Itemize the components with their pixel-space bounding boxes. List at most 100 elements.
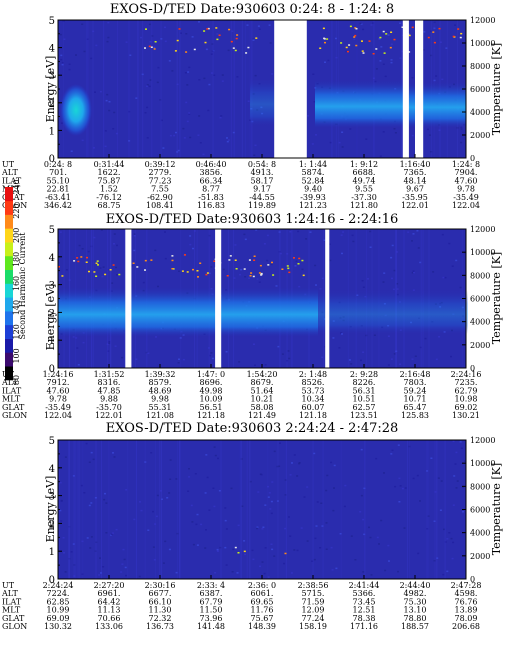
noise-speck: [200, 523, 203, 526]
noise-speck: [341, 131, 344, 133]
noise-speck: [208, 83, 211, 86]
noise-speck: [307, 115, 309, 117]
noise-speck: [258, 281, 261, 283]
sparkle-dot: [385, 33, 388, 35]
noise-streak: [62, 20, 64, 158]
noise-speck: [121, 563, 124, 565]
sparkle-dot: [383, 52, 386, 54]
noise-speck: [239, 273, 242, 276]
noise-speck: [460, 447, 463, 449]
noise-speck: [412, 270, 415, 272]
noise-speck: [144, 112, 147, 114]
panel-1-cold-plasma-blob: [60, 84, 92, 136]
noise-streak: [267, 440, 269, 579]
noise-speck: [160, 498, 163, 500]
noise-speck: [112, 128, 115, 130]
noise-speck: [452, 541, 455, 544]
noise-speck: [133, 249, 136, 252]
noise-speck: [185, 101, 188, 104]
noise-speck: [164, 257, 167, 260]
noise-speck: [399, 22, 402, 24]
noise-speck: [175, 131, 177, 134]
noise-streak: [159, 440, 161, 579]
colorbar-swatch: [5, 200, 13, 215]
noise-speck: [333, 487, 335, 489]
noise-speck: [196, 544, 199, 546]
noise-speck: [306, 540, 309, 542]
noise-streak: [128, 20, 130, 158]
noise-speck: [433, 520, 436, 522]
sparkle-dot: [432, 31, 435, 33]
noise-speck: [441, 233, 444, 236]
orbit-cell: 7912.: [47, 378, 70, 387]
sparkle-dot: [245, 52, 248, 54]
orbit-cell: 10.98: [455, 395, 478, 404]
orbit-cell: 4913.: [251, 168, 274, 177]
noise-speck: [237, 524, 240, 527]
noise-speck: [92, 458, 95, 461]
noise-speck: [70, 150, 73, 152]
panel-3-y2-axis-label: Temperature [K]: [490, 463, 503, 555]
orbit-cell: 77.23: [149, 176, 172, 185]
y-tick-label: 3: [49, 71, 55, 82]
noise-speck: [93, 147, 95, 149]
noise-speck: [309, 231, 312, 233]
noise-speck: [422, 49, 425, 51]
noise-speck: [296, 475, 299, 477]
colorbar-swatch: [5, 366, 13, 381]
noise-speck: [440, 480, 443, 482]
noise-speck: [391, 244, 394, 247]
noise-speck: [236, 76, 239, 78]
noise-speck: [454, 24, 457, 26]
orbit-cell: 130.21: [452, 411, 480, 420]
y-tick-label: 1: [49, 126, 55, 137]
sparkle-dot: [301, 259, 304, 262]
sparkle-dot: [249, 275, 252, 277]
noise-speck: [102, 266, 105, 268]
orbit-cell: 9.40: [304, 185, 322, 194]
noise-speck: [329, 141, 332, 144]
orbit-row-label: GLON: [2, 201, 27, 210]
noise-speck: [179, 337, 182, 339]
noise-speck: [271, 73, 274, 75]
orbit-cell: 123.51: [350, 411, 378, 420]
noise-speck: [221, 80, 224, 82]
sparkle-dot: [237, 552, 240, 554]
sparkle-dot: [349, 25, 352, 28]
noise-speck: [193, 230, 196, 232]
noise-speck: [278, 465, 281, 467]
noise-speck: [198, 115, 201, 117]
noise-speck: [81, 23, 84, 25]
noise-speck: [412, 477, 415, 480]
noise-speck: [266, 259, 269, 262]
noise-speck: [330, 546, 333, 549]
noise-streak: [87, 20, 89, 158]
noise-speck: [439, 509, 442, 511]
noise-speck: [263, 243, 266, 245]
noise-speck: [238, 361, 241, 363]
noise-speck: [416, 230, 419, 232]
colorbar-label: Second Harmonic Current: [18, 232, 27, 340]
noise-speck: [390, 43, 393, 45]
noise-speck: [300, 527, 303, 529]
noise-speck: [411, 358, 414, 360]
noise-speck: [254, 144, 257, 147]
noise-speck: [259, 565, 261, 568]
sparkle-dot: [148, 45, 151, 48]
noise-streak: [434, 440, 436, 579]
sparkle-dot: [171, 268, 174, 270]
noise-speck: [198, 21, 200, 23]
noise-speck: [101, 275, 104, 278]
noise-speck: [460, 141, 463, 144]
noise-speck: [279, 442, 281, 444]
orbit-cell: 68.75: [98, 201, 121, 210]
noise-speck: [214, 454, 217, 457]
noise-speck: [450, 537, 453, 540]
orbit-cell: -35.49: [453, 193, 479, 202]
noise-speck: [362, 571, 365, 573]
noise-speck: [387, 34, 390, 36]
noise-streak: [108, 440, 110, 579]
sparkle-dot: [326, 38, 329, 40]
noise-speck: [338, 141, 341, 144]
sparkle-dot: [228, 259, 231, 261]
